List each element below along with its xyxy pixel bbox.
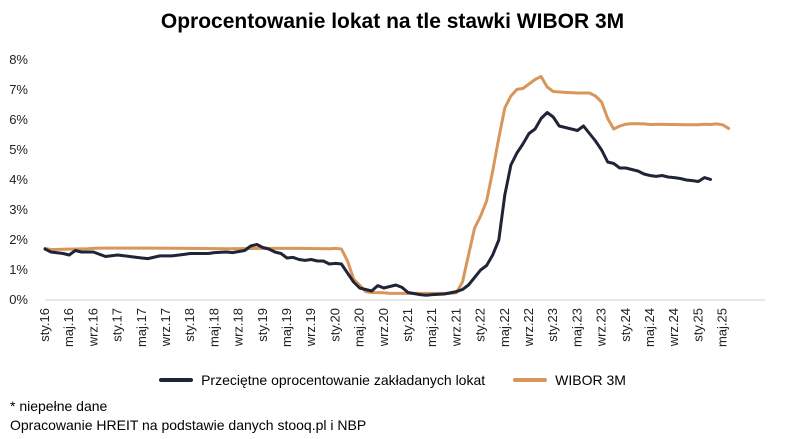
y-tick-label: 0% [9,292,28,307]
y-tick-label: 8% [9,52,28,67]
x-tick-label: maj.20 [352,308,367,347]
source-note: Opracowanie HREIT na podstawie danych st… [10,417,367,433]
legend-label-deposit-rate: Przeciętne oprocentowanie zakładanych lo… [201,372,486,388]
x-tick-label: maj.25 [715,308,730,347]
legend-swatch-deposit-rate [159,378,194,382]
footnote-partial-data: * niepełne dane [10,398,108,414]
x-tick-label: maj.18 [206,308,221,347]
x-tick-label: maj.21 [424,308,439,347]
chart-title: Oprocentowanie lokat na tle stawki WIBOR… [160,10,625,33]
legend-item-wibor: WIBOR 3M [513,372,626,388]
series-line-deposit-rate [43,111,712,297]
y-tick-label: 5% [9,142,28,157]
legend-label-wibor: WIBOR 3M [555,372,626,388]
y-tick-label: 4% [9,172,28,187]
y-tick-label: 7% [9,82,28,97]
x-tick-label: maj.23 [569,308,584,347]
series-layer [43,75,731,297]
legend-swatch-wibor [513,378,548,382]
x-tick-label: wrz.21 [448,308,463,347]
legend-item-deposit-rate: Przeciętne oprocentowanie zakładanych lo… [159,372,485,388]
x-tick-label: sty.25 [690,308,705,342]
x-tick-label: maj.17 [134,308,149,347]
x-tick-label: wrz.24 [666,308,681,347]
x-tick-label: sty.20 [327,308,342,342]
x-tick-label: sty.16 [37,308,52,342]
y-axis: 0% 1% 2% 3% 4% 5% 6% 7% 8% [9,52,28,307]
x-tick-label: sty.23 [545,308,560,342]
x-tick-label: sty.18 [182,308,197,342]
x-tick-label: wrz.19 [303,308,318,347]
x-tick-label: wrz.16 [85,308,100,347]
x-tick-label: maj.22 [497,308,512,347]
y-tick-label: 3% [9,202,28,217]
x-tick-label: wrz.17 [158,308,173,347]
x-tick-label: maj.19 [279,308,294,347]
x-tick-label: sty.22 [473,308,488,342]
x-tick-label: sty.19 [255,308,270,342]
legend: Przeciętne oprocentowanie zakładanych lo… [0,372,785,388]
x-tick-label: sty.21 [400,308,415,342]
x-tick-label: wrz.23 [594,308,609,347]
x-tick-label: maj.24 [642,308,657,347]
y-tick-label: 2% [9,232,28,247]
x-axis: sty.16 maj.16 wrz.16 sty.17 maj.17 wrz.17 sty.… [37,299,765,347]
y-tick-label: 1% [9,262,28,277]
x-tick-label: wrz.22 [521,308,536,347]
x-tick-label: wrz.20 [376,308,391,347]
x-tick-label: maj.16 [61,308,76,347]
x-tick-label: sty.24 [618,308,633,342]
x-tick-label: sty.17 [110,308,125,342]
y-tick-label: 6% [9,112,28,127]
series-line-wibor [43,75,731,295]
x-tick-label: wrz.18 [231,308,246,347]
